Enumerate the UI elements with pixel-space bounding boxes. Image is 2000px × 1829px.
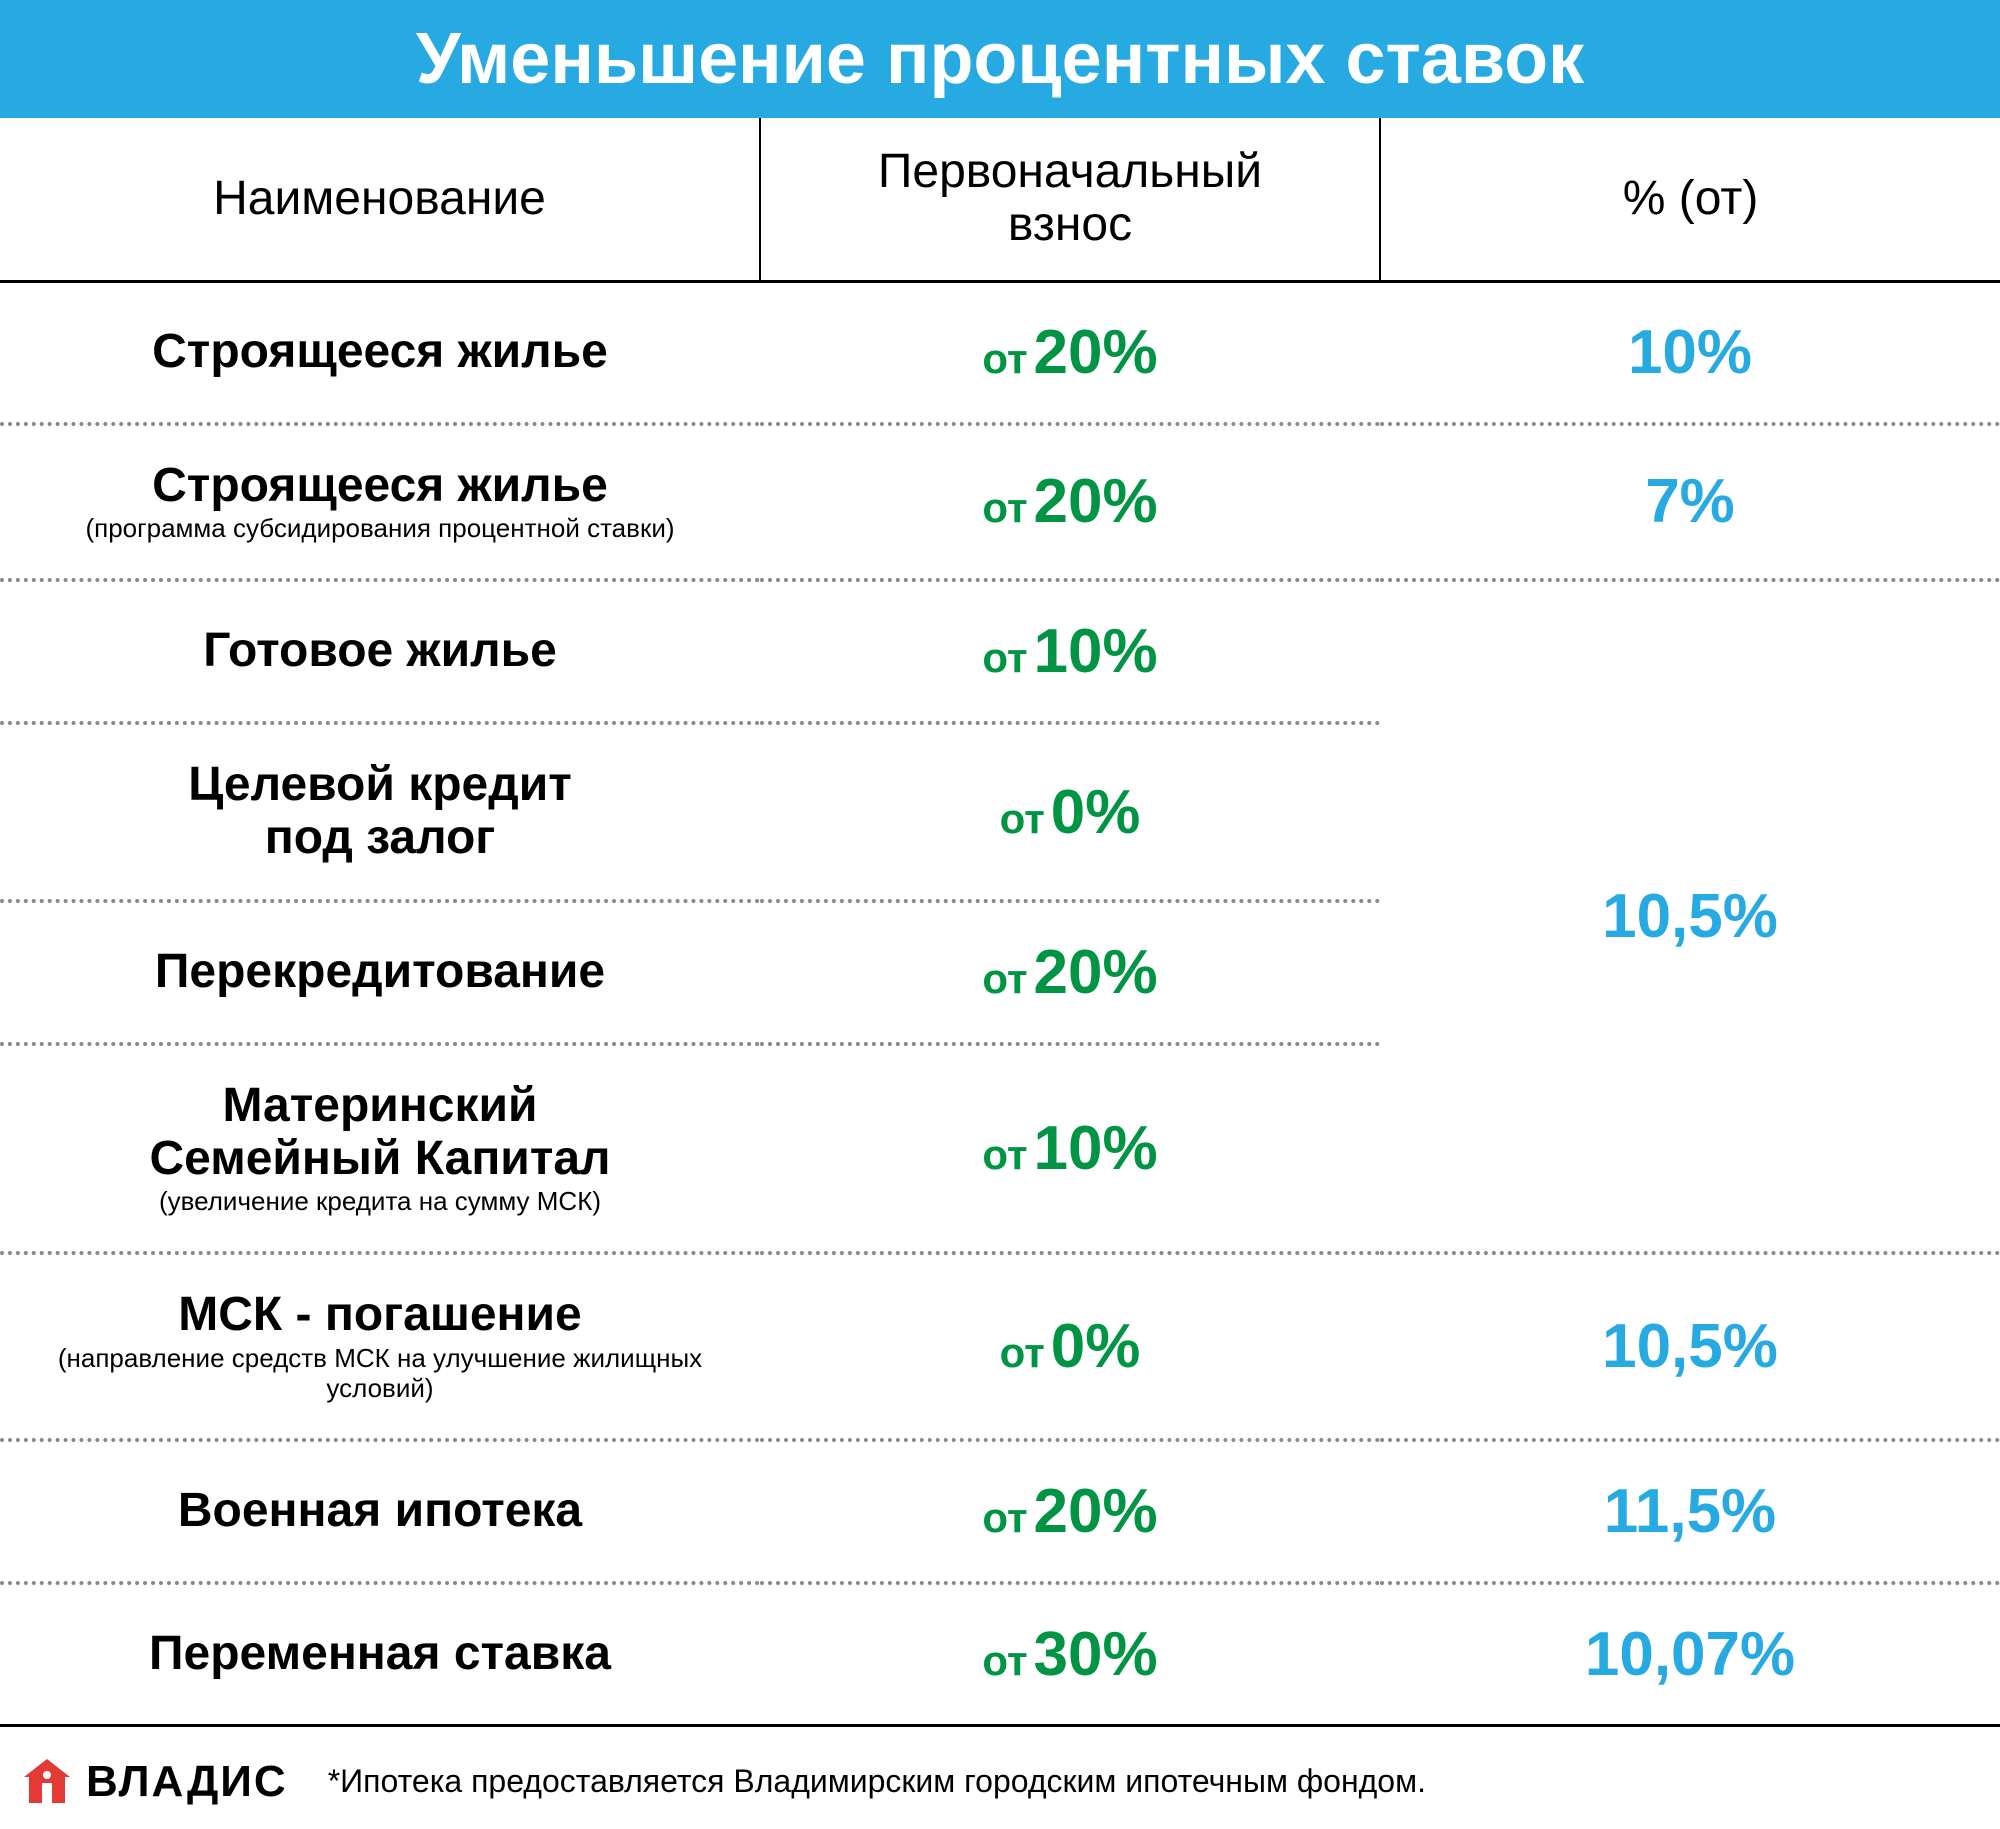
row-name-cell: МСК - погашение(направление средств МСК … xyxy=(0,1253,760,1440)
rate-value: 10,07% xyxy=(1585,1620,1795,1689)
infographic-container: Уменьшение процентных ставок Наименовани… xyxy=(0,0,2000,1829)
table-row: Военная ипотека от20% 11,5% xyxy=(0,1440,2000,1583)
row-name-cell: Строящееся жилье xyxy=(0,281,760,424)
deposit-prefix: от xyxy=(1000,1329,1045,1376)
row-deposit-cell: от0% xyxy=(760,723,1380,901)
deposit-value: 20% xyxy=(1034,1477,1158,1546)
row-deposit-cell: от10% xyxy=(760,580,1380,723)
rate-value: 10% xyxy=(1628,318,1752,387)
row-deposit-cell: от0% xyxy=(760,1253,1380,1440)
deposit-prefix: от xyxy=(1000,795,1045,842)
deposit-value: 0% xyxy=(1051,778,1141,847)
rate-value: 11,5% xyxy=(1604,1477,1776,1546)
row-name-cell: Переменная ставка xyxy=(0,1583,760,1726)
row-name: Строящееся жилье xyxy=(152,325,608,378)
row-name: Целевой кредитпод залог xyxy=(188,758,571,864)
deposit-value: 30% xyxy=(1034,1620,1158,1689)
rates-table: Наименование Первоначальныйвзнос % (от) … xyxy=(0,118,2000,1727)
header-deposit: Первоначальныйвзнос xyxy=(760,118,1380,281)
table-row: Строящееся жилье от20% 10% xyxy=(0,281,2000,424)
deposit-prefix: от xyxy=(982,484,1027,531)
table-header-row: Наименование Первоначальныйвзнос % (от) xyxy=(0,118,2000,281)
deposit-value: 20% xyxy=(1034,467,1158,536)
row-rate-cell: 10,07% xyxy=(1380,1583,2000,1726)
row-deposit-cell: от10% xyxy=(760,1044,1380,1253)
house-icon xyxy=(20,1755,74,1809)
rate-value: 7% xyxy=(1645,467,1735,536)
row-rate-cell: 10,5% xyxy=(1380,1253,2000,1440)
row-name-cell: Военная ипотека xyxy=(0,1440,760,1583)
footnote-text: *Ипотека предоставляется Владимирским го… xyxy=(328,1763,1426,1800)
row-rate-cell: 7% xyxy=(1380,424,2000,581)
row-deposit-cell: от30% xyxy=(760,1583,1380,1726)
deposit-value: 20% xyxy=(1034,938,1158,1007)
table-row: Готовое жильеот10%10,5% xyxy=(0,580,2000,723)
row-deposit-cell: от20% xyxy=(760,424,1380,581)
deposit-value: 0% xyxy=(1051,1312,1141,1381)
header-rate: % (от) xyxy=(1380,118,2000,281)
title-bar: Уменьшение процентных ставок xyxy=(0,0,2000,118)
row-name: Строящееся жилье xyxy=(152,459,608,512)
row-name: Перекредитование xyxy=(155,945,605,998)
brand-logo: ВЛАДИС xyxy=(20,1755,288,1809)
row-deposit-cell: от20% xyxy=(760,1440,1380,1583)
rate-value: 10,5% xyxy=(1602,882,1778,951)
row-name-cell: Целевой кредитпод залог xyxy=(0,723,760,901)
deposit-value: 10% xyxy=(1034,1114,1158,1183)
row-name-sub: (программа субсидирования процентной ста… xyxy=(10,514,750,544)
footer: ВЛАДИС *Ипотека предоставляется Владимир… xyxy=(0,1727,2000,1829)
deposit-prefix: от xyxy=(982,955,1027,1002)
row-rate-cell: 11,5% xyxy=(1380,1440,2000,1583)
row-name: Переменная ставка xyxy=(149,1627,611,1680)
deposit-prefix: от xyxy=(982,634,1027,681)
row-rate-cell: 10% xyxy=(1380,281,2000,424)
table-row: Строящееся жилье(программа субсидировани… xyxy=(0,424,2000,581)
header-name: Наименование xyxy=(0,118,760,281)
row-name-sub: (увеличение кредита на сумму МСК) xyxy=(10,1187,750,1217)
deposit-prefix: от xyxy=(982,1637,1027,1684)
rate-value: 10,5% xyxy=(1602,1312,1778,1381)
deposit-prefix: от xyxy=(982,1131,1027,1178)
row-name: МСК - погашение xyxy=(178,1288,582,1341)
deposit-prefix: от xyxy=(982,1494,1027,1541)
deposit-value: 10% xyxy=(1034,617,1158,686)
row-name: Военная ипотека xyxy=(178,1484,582,1537)
row-name-cell: МатеринскийСемейный Капитал(увеличение к… xyxy=(0,1044,760,1253)
row-name-sub: (направление средств МСК на улучшение жи… xyxy=(10,1344,750,1404)
table-row: Переменная ставка от30% 10,07% xyxy=(0,1583,2000,1726)
row-rate-cell: 10,5% xyxy=(1380,580,2000,1253)
row-name-cell: Перекредитование xyxy=(0,901,760,1044)
row-deposit-cell: от20% xyxy=(760,901,1380,1044)
deposit-prefix: от xyxy=(982,335,1027,382)
row-name-cell: Строящееся жилье(программа субсидировани… xyxy=(0,424,760,581)
row-deposit-cell: от20% xyxy=(760,281,1380,424)
deposit-value: 20% xyxy=(1034,318,1158,387)
row-name: МатеринскийСемейный Капитал xyxy=(149,1079,610,1185)
row-name-cell: Готовое жилье xyxy=(0,580,760,723)
table-row: МСК - погашение(направление средств МСК … xyxy=(0,1253,2000,1440)
row-name: Готовое жилье xyxy=(203,624,557,677)
logo-text: ВЛАДИС xyxy=(86,1757,288,1807)
